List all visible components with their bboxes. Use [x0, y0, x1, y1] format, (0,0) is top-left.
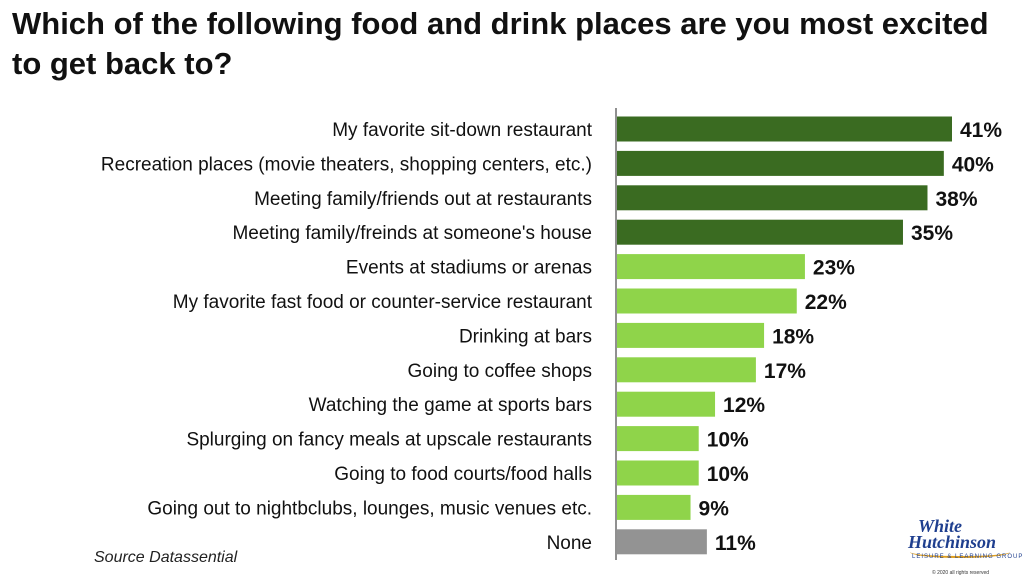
- bar: [617, 288, 797, 314]
- value-label: 35%: [911, 222, 953, 245]
- category-label: Meeting family/freinds at someone's hous…: [232, 223, 592, 244]
- bar: [617, 460, 699, 486]
- category-label: Going to coffee shops: [408, 361, 593, 382]
- category-label: Events at stadiums or arenas: [346, 258, 592, 279]
- bar: [617, 494, 691, 520]
- value-label: 22%: [805, 291, 847, 314]
- value-label: 12%: [723, 394, 765, 417]
- category-label: Drinking at bars: [459, 326, 592, 347]
- bar: [617, 426, 699, 452]
- bar: [617, 254, 805, 280]
- chart-title: Which of the following food and drink pl…: [12, 6, 989, 81]
- bar: [617, 116, 952, 142]
- category-label: Going to food courts/food halls: [334, 464, 592, 485]
- bar: [617, 322, 765, 348]
- value-label: 18%: [772, 325, 814, 348]
- value-label: 11%: [715, 532, 756, 555]
- logo-copyright: © 2020 all rights reserved: [932, 570, 990, 576]
- category-label: Going out to nightbclubs, lounges, music…: [147, 498, 592, 519]
- category-label: Meeting family/friends out at restaurant…: [254, 189, 592, 210]
- logo-swoosh: [910, 546, 1010, 558]
- category-label: Watching the game at sports bars: [309, 395, 592, 416]
- value-label: 41%: [960, 119, 1002, 142]
- logo-tagline: LEISURE & LEARNING GROUP: [912, 554, 1024, 560]
- value-label: 40%: [952, 153, 994, 176]
- source-note: Source Datassential: [94, 549, 238, 566]
- bar: [617, 185, 928, 211]
- bar: [617, 391, 716, 417]
- category-label: My favorite fast food or counter-service…: [173, 292, 593, 313]
- bar: [617, 219, 903, 245]
- value-label: 10%: [707, 429, 749, 452]
- value-label: 17%: [764, 360, 806, 383]
- value-label: 10%: [707, 463, 749, 486]
- category-label: Recreation places (movie theaters, shopp…: [101, 154, 592, 175]
- value-label: 38%: [935, 188, 977, 211]
- category-label: None: [547, 533, 592, 554]
- logo-line1: White: [918, 516, 963, 536]
- value-label: 9%: [699, 497, 730, 520]
- white-hutchinson-logo: White Hutchinson LEISURE & LEARNING GROU…: [908, 516, 1022, 578]
- value-label: 23%: [813, 257, 855, 280]
- bar: [617, 150, 944, 176]
- category-label: Splurging on fancy meals at upscale rest…: [186, 430, 592, 451]
- category-label: My favorite sit-down restaurant: [332, 120, 592, 141]
- bar: [617, 529, 707, 555]
- bar: [617, 357, 756, 383]
